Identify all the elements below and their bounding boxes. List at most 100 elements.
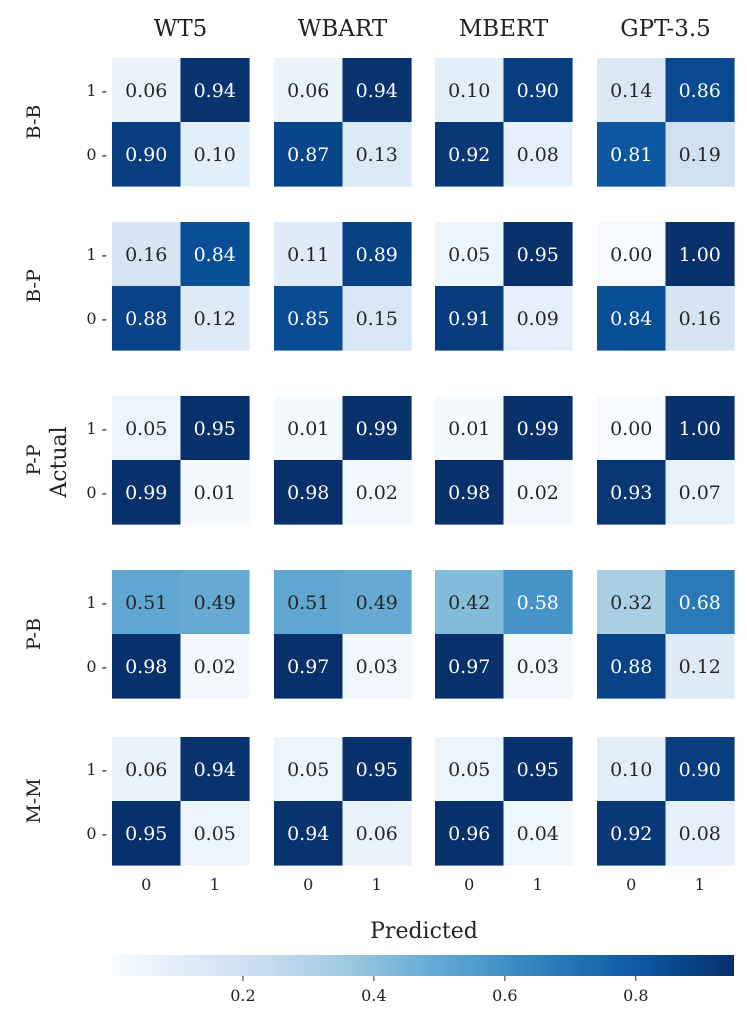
cell-value-label: 0.05 xyxy=(448,759,490,781)
heatmap-cell xyxy=(180,222,250,287)
cell-value-label: 0.14 xyxy=(610,80,652,102)
heatmap-cell xyxy=(597,122,667,187)
y-tick-label: 1 - xyxy=(86,81,107,100)
cell-value-label: 0.19 xyxy=(679,144,721,166)
cell-value-label: 0.05 xyxy=(194,823,236,845)
cell-value-label: 0.10 xyxy=(194,144,236,166)
cell-value-label: 0.51 xyxy=(125,592,167,614)
cell-value-label: 0.12 xyxy=(679,656,721,678)
heatmap-cell xyxy=(342,570,412,635)
cell-value-label: 0.11 xyxy=(287,244,329,266)
heatmap-cell xyxy=(180,460,250,525)
heatmap-cell xyxy=(342,460,412,525)
heatmap-cell xyxy=(274,801,344,866)
heatmap-cell xyxy=(342,801,412,866)
heatmap-cell xyxy=(180,801,250,866)
cell-value-label: 0.07 xyxy=(679,482,721,504)
column-title-gpt-3-5: GPT-3.5 xyxy=(620,16,711,42)
cell-value-label: 0.85 xyxy=(287,308,329,330)
heatmap-cell xyxy=(503,570,573,635)
cell-value-label: 0.06 xyxy=(125,759,167,781)
column-title-wt5: WT5 xyxy=(154,16,208,42)
cell-value-label: 0.32 xyxy=(610,592,652,614)
column-titles: WT5 WBART MBERT GPT-3.5 xyxy=(154,16,711,42)
heatmap-cell xyxy=(342,396,412,461)
x-tick-label: 1 xyxy=(210,875,220,894)
cell-value-label: 0.16 xyxy=(125,244,167,266)
heatmap-cell xyxy=(274,396,344,461)
heatmap-cell xyxy=(112,58,182,123)
y-tick-label: 1 - xyxy=(86,760,107,779)
colorbar-tick-label: 0.6 xyxy=(492,986,517,1005)
cell-value-label: 0.84 xyxy=(610,308,652,330)
heatmap-cell xyxy=(435,460,505,525)
cell-value-label: 0.49 xyxy=(356,592,398,614)
x-axis-title: Predicted xyxy=(370,919,478,944)
x-tick-label: 0 xyxy=(141,875,151,894)
cell-value-label: 0.97 xyxy=(287,656,329,678)
cell-value-label: 0.15 xyxy=(356,308,398,330)
cell-value-label: 0.94 xyxy=(194,759,236,781)
heatmap-cell xyxy=(435,122,505,187)
heatmap-cell xyxy=(597,634,667,699)
cell-value-label: 0.98 xyxy=(125,656,167,678)
cell-value-label: 0.95 xyxy=(517,244,559,266)
cell-value-label: 0.95 xyxy=(125,823,167,845)
heatmap-cell xyxy=(665,634,735,699)
cell-value-label: 0.95 xyxy=(194,418,236,440)
heatmap-cell xyxy=(665,570,735,635)
heatmap-cell xyxy=(342,122,412,187)
heatmap-cell xyxy=(665,801,735,866)
row-label-p-p: P-P xyxy=(23,444,45,475)
heatmap-cell xyxy=(435,222,505,287)
heatmap-cell xyxy=(503,122,573,187)
heatmap-cell xyxy=(597,396,667,461)
heatmap-cell xyxy=(503,634,573,699)
cell-value-label: 0.90 xyxy=(517,80,559,102)
cell-value-label: 0.86 xyxy=(679,80,721,102)
heatmap-cell xyxy=(180,58,250,123)
cell-value-label: 0.06 xyxy=(356,823,398,845)
heatmap-cell xyxy=(597,58,667,123)
y-tick-label: 0 - xyxy=(86,483,107,502)
cell-value-label: 0.03 xyxy=(356,656,398,678)
cell-value-label: 0.88 xyxy=(125,308,167,330)
cell-value-label: 0.99 xyxy=(356,418,398,440)
x-tick-label: 1 xyxy=(533,875,543,894)
heatmap-cell xyxy=(503,801,573,866)
cell-value-label: 0.10 xyxy=(610,759,652,781)
cell-value-label: 0.06 xyxy=(125,80,167,102)
heatmap-cell xyxy=(112,460,182,525)
cell-value-label: 0.02 xyxy=(356,482,398,504)
heatmap-cell xyxy=(342,737,412,802)
cell-value-label: 0.94 xyxy=(194,80,236,102)
cell-value-label: 0.08 xyxy=(517,144,559,166)
heatmap-cell xyxy=(665,58,735,123)
row-label-b-p: B-P xyxy=(23,269,45,303)
heatmap-cell xyxy=(274,222,344,287)
cell-value-label: 0.95 xyxy=(517,759,559,781)
cell-value-label: 0.00 xyxy=(610,244,652,266)
cell-value-label: 0.12 xyxy=(194,308,236,330)
row-label-b-b: B-B xyxy=(23,105,45,140)
cell-value-label: 0.42 xyxy=(448,592,490,614)
cell-value-label: 0.51 xyxy=(287,592,329,614)
heatmap-cell xyxy=(342,286,412,351)
heatmap-cell xyxy=(112,634,182,699)
y-tick-label: 1 - xyxy=(86,419,107,438)
heatmap-cell xyxy=(180,122,250,187)
heatmap-cell xyxy=(274,737,344,802)
cell-value-label: 0.90 xyxy=(125,144,167,166)
heatmap-cell xyxy=(180,634,250,699)
heatmap-cell xyxy=(274,634,344,699)
x-tick-label: 0 xyxy=(303,875,313,894)
colorbar: 0.2 0.4 0.6 0.8 xyxy=(112,955,734,1005)
heatmap-cell xyxy=(342,634,412,699)
heatmap-cell xyxy=(274,570,344,635)
cell-value-label: 0.68 xyxy=(679,592,721,614)
heatmap-cell xyxy=(274,460,344,525)
heatmap-cell xyxy=(503,58,573,123)
y-tick-label: 1 - xyxy=(86,593,107,612)
heatmap-cell xyxy=(665,396,735,461)
